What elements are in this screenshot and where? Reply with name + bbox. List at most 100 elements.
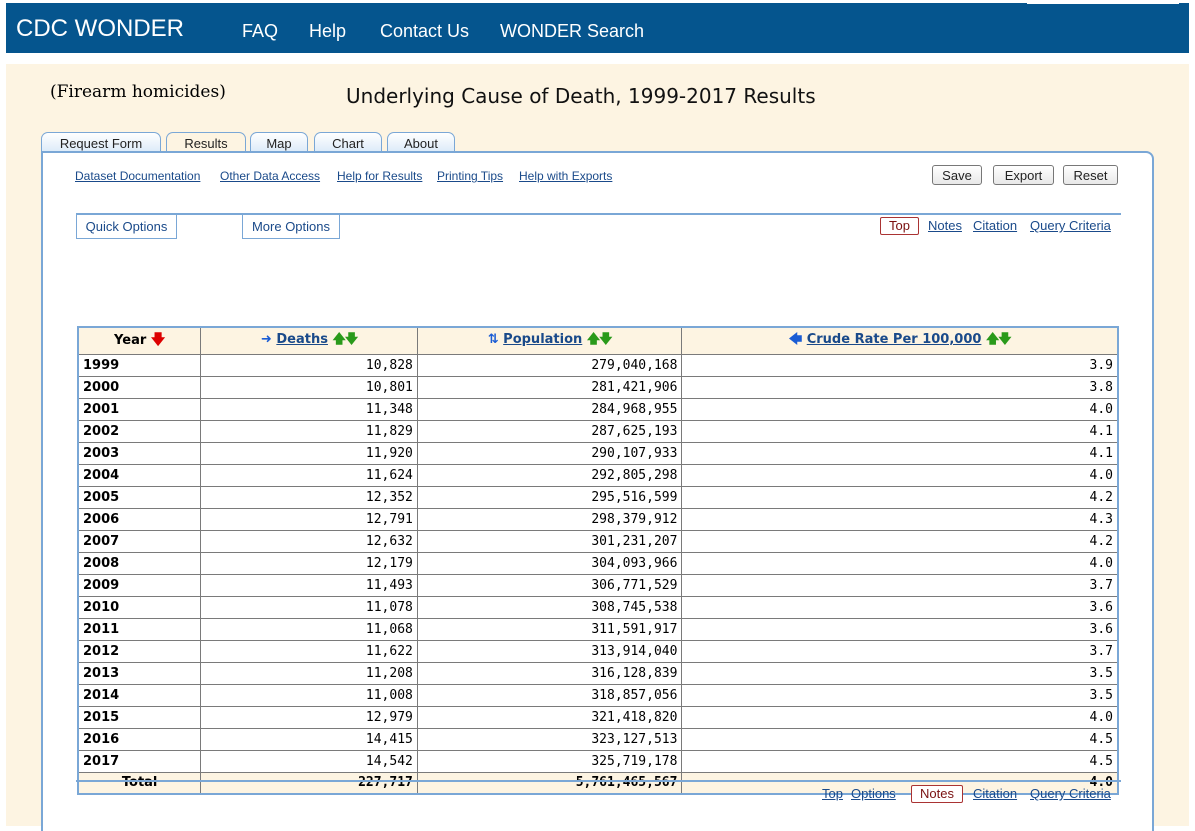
deaths-cell: 12,179	[200, 551, 418, 575]
table-row: 2014 11,008 318,857,056 3.5	[77, 683, 1119, 707]
deaths-cell: 12,979	[200, 705, 418, 729]
year-cell: 2016	[77, 727, 202, 751]
table-row: 2006 12,791 298,379,912 4.3	[77, 507, 1119, 531]
deaths-cell: 11,624	[200, 463, 418, 487]
deaths-cell: 12,632	[200, 529, 418, 553]
table-row: 2000 10,801 281,421,906 3.8	[77, 375, 1119, 399]
table-row: 2015 12,979 321,418,820 4.0	[77, 705, 1119, 729]
year-cell: 2001	[77, 397, 202, 421]
year-cell: 2014	[77, 683, 202, 707]
rate-cell: 3.7	[681, 639, 1119, 663]
tab-chart[interactable]: Chart	[314, 132, 382, 154]
bottom-top-link[interactable]: Top	[822, 786, 843, 801]
bottom-options-link[interactable]: Options	[851, 786, 896, 801]
deaths-cell: 11,348	[200, 397, 418, 421]
top-nav-bar: CDC WONDER FAQ Help Contact Us WONDER Se…	[6, 0, 1189, 53]
swap-arrows-icon[interactable]: ⇅	[487, 331, 499, 347]
reset-button[interactable]: Reset	[1063, 165, 1118, 185]
population-cell: 306,771,529	[416, 573, 683, 597]
population-cell: 325,719,178	[416, 749, 683, 773]
total-label: Total	[77, 771, 202, 795]
link-other-data-access[interactable]: Other Data Access	[220, 169, 321, 183]
deaths-cell: 11,008	[200, 683, 418, 707]
year-cell: 2000	[77, 375, 202, 399]
year-cell: 2015	[77, 705, 202, 729]
results-table: Year 🡇 ➜ Deaths 🡅🡇 ⇅ Population 🡅🡇 🡄 Cru…	[77, 326, 1119, 795]
population-cell: 298,379,912	[416, 507, 683, 531]
table-row: 2017 14,542 325,719,178 4.5	[77, 749, 1119, 773]
link-printing-tips[interactable]: Printing Tips	[437, 169, 504, 183]
year-cell: 2006	[77, 507, 202, 531]
year-cell: 2017	[77, 749, 202, 773]
sort-up-down-icon[interactable]: 🡅🡇	[332, 331, 358, 347]
table-row: 2002 11,829 287,625,193 4.1	[77, 419, 1119, 443]
deaths-cell: 11,208	[200, 661, 418, 685]
rate-cell: 3.5	[681, 661, 1119, 685]
crude-rate-header-link[interactable]: Crude Rate Per 100,000	[806, 331, 982, 347]
link-dataset-documentation[interactable]: Dataset Documentation	[75, 169, 201, 183]
deaths-header-link[interactable]: Deaths	[276, 331, 328, 347]
more-options-button[interactable]: More Options	[242, 215, 340, 239]
tab-about[interactable]: About	[387, 132, 455, 154]
query-criteria-link[interactable]: Query Criteria	[1030, 218, 1111, 233]
nav-wonder-search[interactable]: WONDER Search	[500, 21, 645, 41]
notes-link[interactable]: Notes	[928, 218, 962, 233]
population-cell: 308,745,538	[416, 595, 683, 619]
table-row: 1999 10,828 279,040,168 3.9	[77, 353, 1119, 377]
year-cell: 2011	[77, 617, 202, 641]
table-row: 2005 12,352 295,516,599 4.2	[77, 485, 1119, 509]
bottom-citation-link[interactable]: Citation	[973, 786, 1018, 801]
link-help-for-results[interactable]: Help for Results	[337, 169, 423, 183]
year-cell: 2009	[77, 573, 202, 597]
total-population: 5,761,465,567	[416, 771, 683, 795]
arrow-right-icon[interactable]: ➜	[260, 331, 272, 347]
rate-cell: 4.0	[681, 551, 1119, 575]
page-container: (Firearm homicides) Underlying Cause of …	[6, 64, 1189, 831]
citation-link[interactable]: Citation	[973, 218, 1018, 233]
population-cell: 311,591,917	[416, 617, 683, 641]
tab-request-form[interactable]: Request Form	[41, 132, 161, 154]
top-link-active[interactable]: Top	[880, 217, 919, 235]
rate-cell: 3.7	[681, 573, 1119, 597]
population-cell: 287,625,193	[416, 419, 683, 443]
bottom-notes-link-active[interactable]: Notes	[911, 785, 963, 803]
sort-up-down-icon[interactable]: 🡅🡇	[586, 331, 613, 347]
table-row: 2011 11,068 311,591,917 3.6	[77, 617, 1119, 641]
arrow-left-icon[interactable]: 🡄	[788, 331, 803, 347]
deaths-cell: 10,801	[200, 375, 418, 399]
header-year[interactable]: Year 🡇	[77, 326, 202, 355]
rate-cell: 4.0	[681, 397, 1119, 421]
rate-cell: 4.5	[681, 727, 1119, 751]
save-button[interactable]: Save	[932, 165, 982, 185]
rate-cell: 3.6	[681, 617, 1119, 641]
sort-descending-icon[interactable]: 🡇	[150, 331, 166, 348]
year-cell: 2008	[77, 551, 202, 575]
rate-cell: 4.3	[681, 507, 1119, 531]
sort-up-down-icon[interactable]: 🡅🡇	[985, 331, 1012, 347]
year-cell: 2010	[77, 595, 202, 619]
table-row: 2013 11,208 316,128,839 3.5	[77, 661, 1119, 685]
query-subtitle: (Firearm homicides)	[50, 82, 226, 102]
population-cell: 301,231,207	[416, 529, 683, 553]
deaths-cell: 14,542	[200, 749, 418, 773]
year-cell: 2005	[77, 485, 202, 509]
rate-cell: 4.1	[681, 419, 1119, 443]
population-header-link[interactable]: Population	[503, 331, 583, 347]
bottom-query-criteria-link[interactable]: Query Criteria	[1030, 786, 1111, 801]
year-cell: 1999	[77, 353, 202, 377]
population-cell: 279,040,168	[416, 353, 683, 377]
page-title: Underlying Cause of Death, 1999-2017 Res…	[346, 84, 816, 108]
export-button[interactable]: Export	[993, 165, 1054, 185]
nav-help[interactable]: Help	[309, 21, 347, 41]
header-deaths: ➜ Deaths 🡅🡇	[200, 326, 418, 355]
header-crude-rate: 🡄 Crude Rate Per 100,000 🡅🡇	[681, 326, 1119, 355]
nav-contact-us[interactable]: Contact Us	[380, 21, 470, 41]
rate-cell: 4.0	[681, 463, 1119, 487]
year-cell: 2013	[77, 661, 202, 685]
link-help-with-exports[interactable]: Help with Exports	[519, 169, 613, 183]
rate-cell: 4.2	[681, 529, 1119, 553]
brand-logo[interactable]: CDC WONDER	[16, 15, 184, 42]
quick-options-button[interactable]: Quick Options	[76, 215, 177, 239]
nav-faq[interactable]: FAQ	[242, 21, 279, 41]
tab-map[interactable]: Map	[250, 132, 308, 154]
